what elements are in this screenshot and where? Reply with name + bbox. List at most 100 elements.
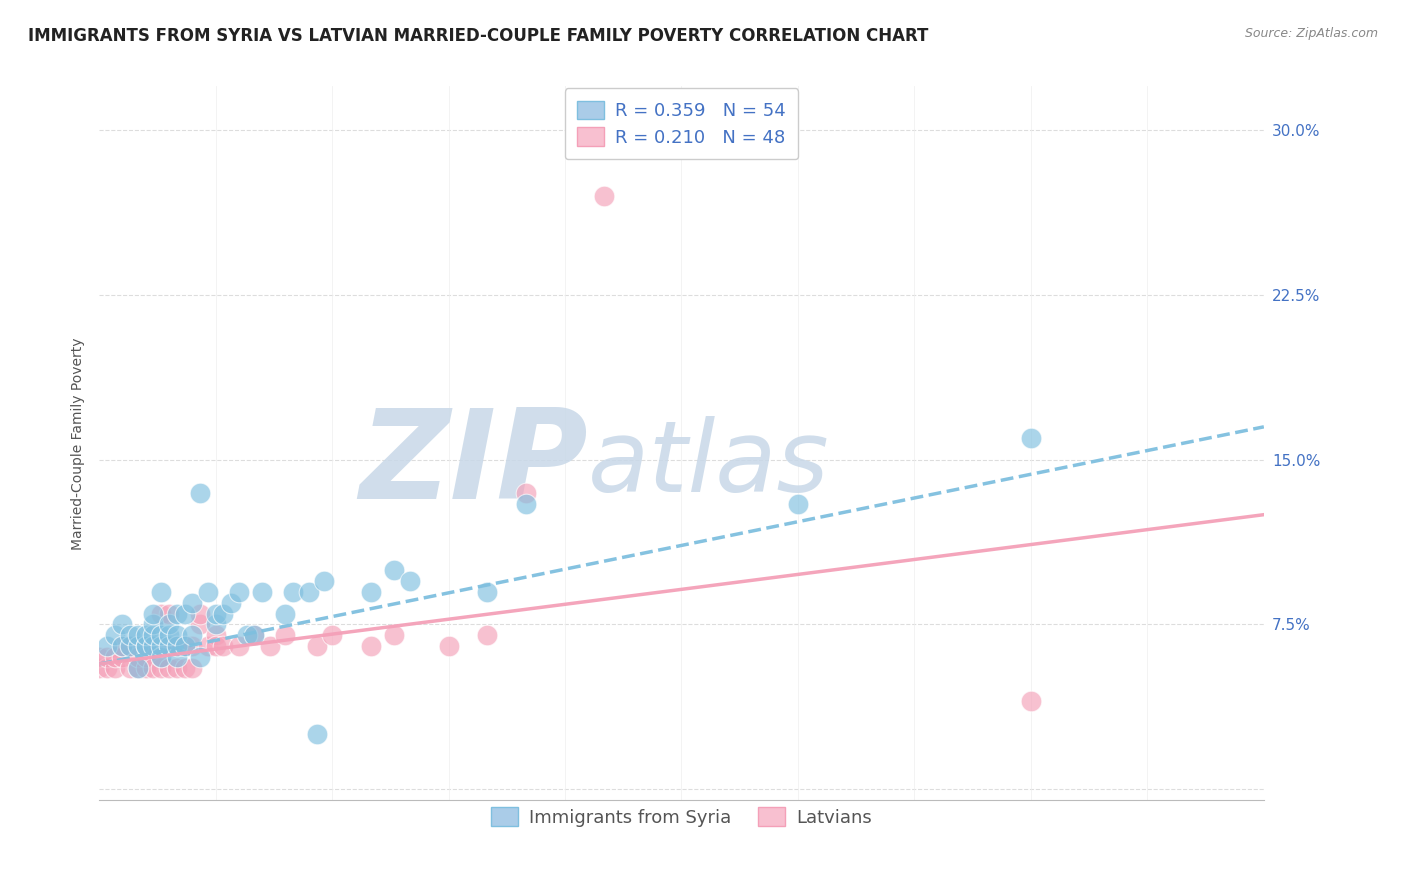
- Point: [228, 640, 250, 654]
- Point: [235, 628, 257, 642]
- Point: [188, 617, 211, 632]
- Point: [104, 650, 127, 665]
- Point: [142, 628, 165, 642]
- Point: [150, 661, 173, 675]
- Point: [150, 584, 173, 599]
- Point: [157, 617, 180, 632]
- Point: [212, 607, 235, 621]
- Point: [181, 661, 204, 675]
- Point: [150, 640, 173, 654]
- Point: [787, 497, 810, 511]
- Point: [360, 584, 382, 599]
- Point: [96, 661, 118, 675]
- Point: [197, 584, 219, 599]
- Point: [321, 628, 343, 642]
- Text: IMMIGRANTS FROM SYRIA VS LATVIAN MARRIED-COUPLE FAMILY POVERTY CORRELATION CHART: IMMIGRANTS FROM SYRIA VS LATVIAN MARRIED…: [28, 27, 928, 45]
- Point: [157, 661, 180, 675]
- Point: [142, 607, 165, 621]
- Point: [135, 628, 157, 642]
- Point: [181, 640, 204, 654]
- Point: [120, 628, 142, 642]
- Point: [89, 650, 111, 665]
- Point: [135, 640, 157, 654]
- Point: [305, 640, 328, 654]
- Point: [135, 650, 157, 665]
- Point: [111, 617, 134, 632]
- Point: [228, 584, 250, 599]
- Point: [219, 595, 242, 609]
- Point: [166, 640, 188, 654]
- Text: Source: ZipAtlas.com: Source: ZipAtlas.com: [1244, 27, 1378, 40]
- Point: [135, 640, 157, 654]
- Point: [212, 640, 235, 654]
- Point: [283, 584, 305, 599]
- Point: [204, 607, 226, 621]
- Point: [135, 640, 157, 654]
- Text: atlas: atlas: [588, 417, 830, 513]
- Point: [298, 584, 321, 599]
- Point: [204, 617, 226, 632]
- Point: [166, 607, 188, 621]
- Point: [166, 640, 188, 654]
- Point: [135, 661, 157, 675]
- Point: [157, 640, 180, 654]
- Point: [173, 607, 195, 621]
- Point: [127, 628, 149, 642]
- Point: [111, 640, 134, 654]
- Point: [142, 640, 165, 654]
- Point: [127, 661, 149, 675]
- Point: [166, 650, 188, 665]
- Point: [104, 661, 127, 675]
- Point: [111, 650, 134, 665]
- Point: [150, 650, 173, 665]
- Point: [204, 640, 226, 654]
- Point: [181, 595, 204, 609]
- Point: [398, 574, 420, 588]
- Point: [127, 640, 149, 654]
- Point: [120, 661, 142, 675]
- Point: [437, 640, 460, 654]
- Point: [157, 607, 180, 621]
- Point: [188, 485, 211, 500]
- Point: [477, 628, 499, 642]
- Point: [382, 563, 405, 577]
- Point: [173, 640, 195, 654]
- Point: [360, 640, 382, 654]
- Point: [166, 628, 188, 642]
- Point: [515, 485, 537, 500]
- Y-axis label: Married-Couple Family Poverty: Married-Couple Family Poverty: [72, 337, 86, 549]
- Point: [382, 628, 405, 642]
- Point: [150, 607, 173, 621]
- Point: [150, 628, 173, 642]
- Point: [197, 640, 219, 654]
- Point: [142, 640, 165, 654]
- Point: [127, 650, 149, 665]
- Point: [142, 661, 165, 675]
- Point: [243, 628, 266, 642]
- Text: ZIP: ZIP: [360, 404, 588, 525]
- Point: [250, 584, 273, 599]
- Point: [477, 584, 499, 599]
- Point: [1019, 431, 1042, 445]
- Point: [204, 628, 226, 642]
- Point: [188, 650, 211, 665]
- Point: [96, 650, 118, 665]
- Point: [120, 640, 142, 654]
- Point: [166, 661, 188, 675]
- Point: [592, 189, 614, 203]
- Point: [259, 640, 281, 654]
- Point: [188, 607, 211, 621]
- Point: [173, 640, 195, 654]
- Point: [274, 628, 297, 642]
- Point: [96, 640, 118, 654]
- Point: [305, 727, 328, 741]
- Point: [274, 607, 297, 621]
- Point: [314, 574, 336, 588]
- Point: [104, 628, 127, 642]
- Point: [1019, 694, 1042, 708]
- Point: [181, 628, 204, 642]
- Point: [173, 661, 195, 675]
- Point: [157, 640, 180, 654]
- Point: [127, 661, 149, 675]
- Point: [157, 628, 180, 642]
